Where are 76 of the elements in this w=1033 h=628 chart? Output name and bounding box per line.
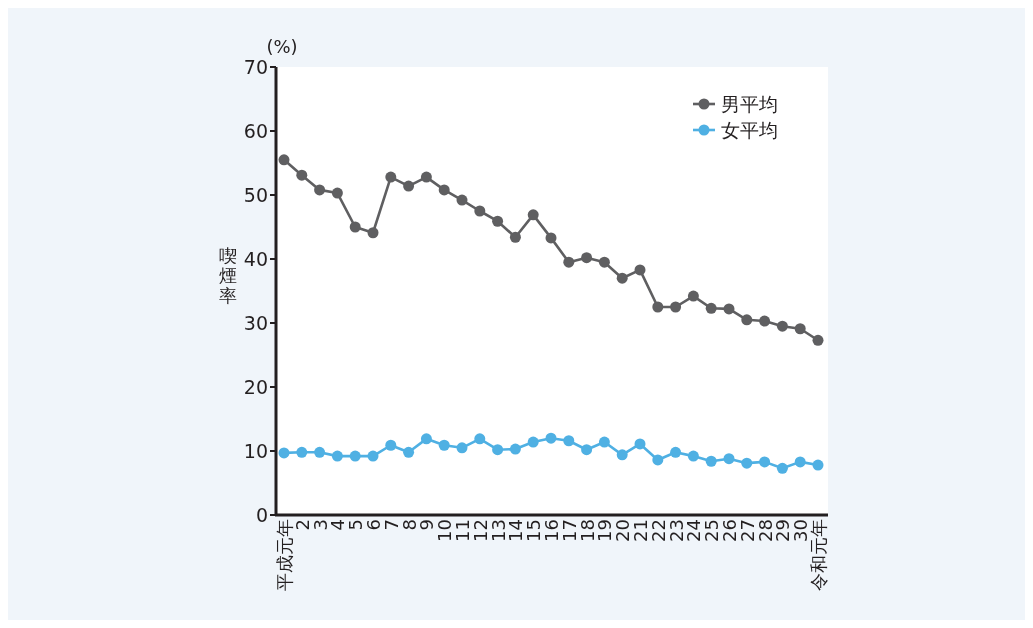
y-tick-label: 70 bbox=[243, 56, 268, 78]
point bbox=[581, 444, 593, 456]
point bbox=[705, 455, 717, 467]
point bbox=[759, 315, 771, 327]
point bbox=[474, 433, 486, 445]
point bbox=[278, 447, 290, 459]
point bbox=[492, 444, 504, 456]
point bbox=[509, 443, 521, 455]
y-tick-label: 30 bbox=[243, 312, 268, 334]
point bbox=[367, 227, 379, 239]
point bbox=[563, 256, 575, 268]
point bbox=[492, 215, 504, 227]
point bbox=[314, 446, 326, 458]
point bbox=[456, 194, 468, 206]
point bbox=[670, 301, 682, 313]
point bbox=[741, 314, 753, 326]
point bbox=[563, 435, 575, 447]
x-tick-label: 令和元年 bbox=[808, 519, 829, 591]
legend-label: 女平均 bbox=[721, 119, 778, 141]
point bbox=[349, 221, 361, 233]
point bbox=[616, 272, 628, 284]
point bbox=[776, 462, 788, 474]
x-tick-label: 平成元年 bbox=[274, 519, 295, 591]
point bbox=[296, 169, 308, 181]
point bbox=[670, 446, 682, 458]
y-tick-label: 60 bbox=[243, 120, 268, 142]
point bbox=[723, 303, 735, 315]
point bbox=[420, 433, 432, 445]
text: (%) bbox=[266, 36, 298, 57]
point bbox=[296, 446, 308, 458]
y-tick-label: 50 bbox=[243, 184, 268, 206]
point bbox=[367, 450, 379, 462]
point bbox=[652, 301, 664, 313]
point bbox=[598, 436, 610, 448]
point bbox=[509, 231, 521, 243]
point bbox=[331, 450, 343, 462]
point bbox=[634, 264, 646, 276]
point bbox=[314, 184, 326, 196]
point bbox=[438, 439, 450, 451]
point bbox=[794, 323, 806, 335]
legend-label: 男平均 bbox=[721, 93, 778, 115]
point bbox=[687, 450, 699, 462]
point bbox=[527, 209, 539, 221]
point bbox=[403, 180, 415, 192]
y-tick-label: 40 bbox=[243, 248, 268, 270]
point bbox=[331, 187, 343, 199]
point bbox=[545, 432, 557, 444]
point bbox=[616, 449, 628, 461]
point bbox=[349, 450, 361, 462]
point bbox=[438, 184, 450, 196]
point bbox=[581, 252, 593, 264]
point bbox=[705, 302, 717, 314]
y-tick-label: 0 bbox=[255, 504, 268, 526]
point bbox=[687, 290, 699, 302]
point bbox=[385, 439, 397, 451]
point bbox=[759, 456, 771, 468]
point bbox=[474, 205, 486, 217]
point bbox=[812, 459, 824, 471]
point bbox=[403, 446, 415, 458]
point bbox=[794, 456, 806, 468]
point bbox=[385, 171, 397, 183]
point bbox=[723, 453, 735, 465]
point bbox=[741, 457, 753, 469]
point bbox=[420, 171, 432, 183]
y-axis-title: 喫煙率 bbox=[219, 245, 237, 306]
y-tick-label: 10 bbox=[243, 440, 268, 462]
point bbox=[527, 436, 539, 448]
point bbox=[278, 154, 290, 166]
y-tick-label: 20 bbox=[243, 376, 268, 398]
point bbox=[634, 438, 646, 450]
point bbox=[776, 320, 788, 332]
point bbox=[456, 442, 468, 454]
point bbox=[652, 454, 664, 466]
point bbox=[545, 232, 557, 244]
point bbox=[812, 334, 824, 346]
point bbox=[598, 256, 610, 268]
